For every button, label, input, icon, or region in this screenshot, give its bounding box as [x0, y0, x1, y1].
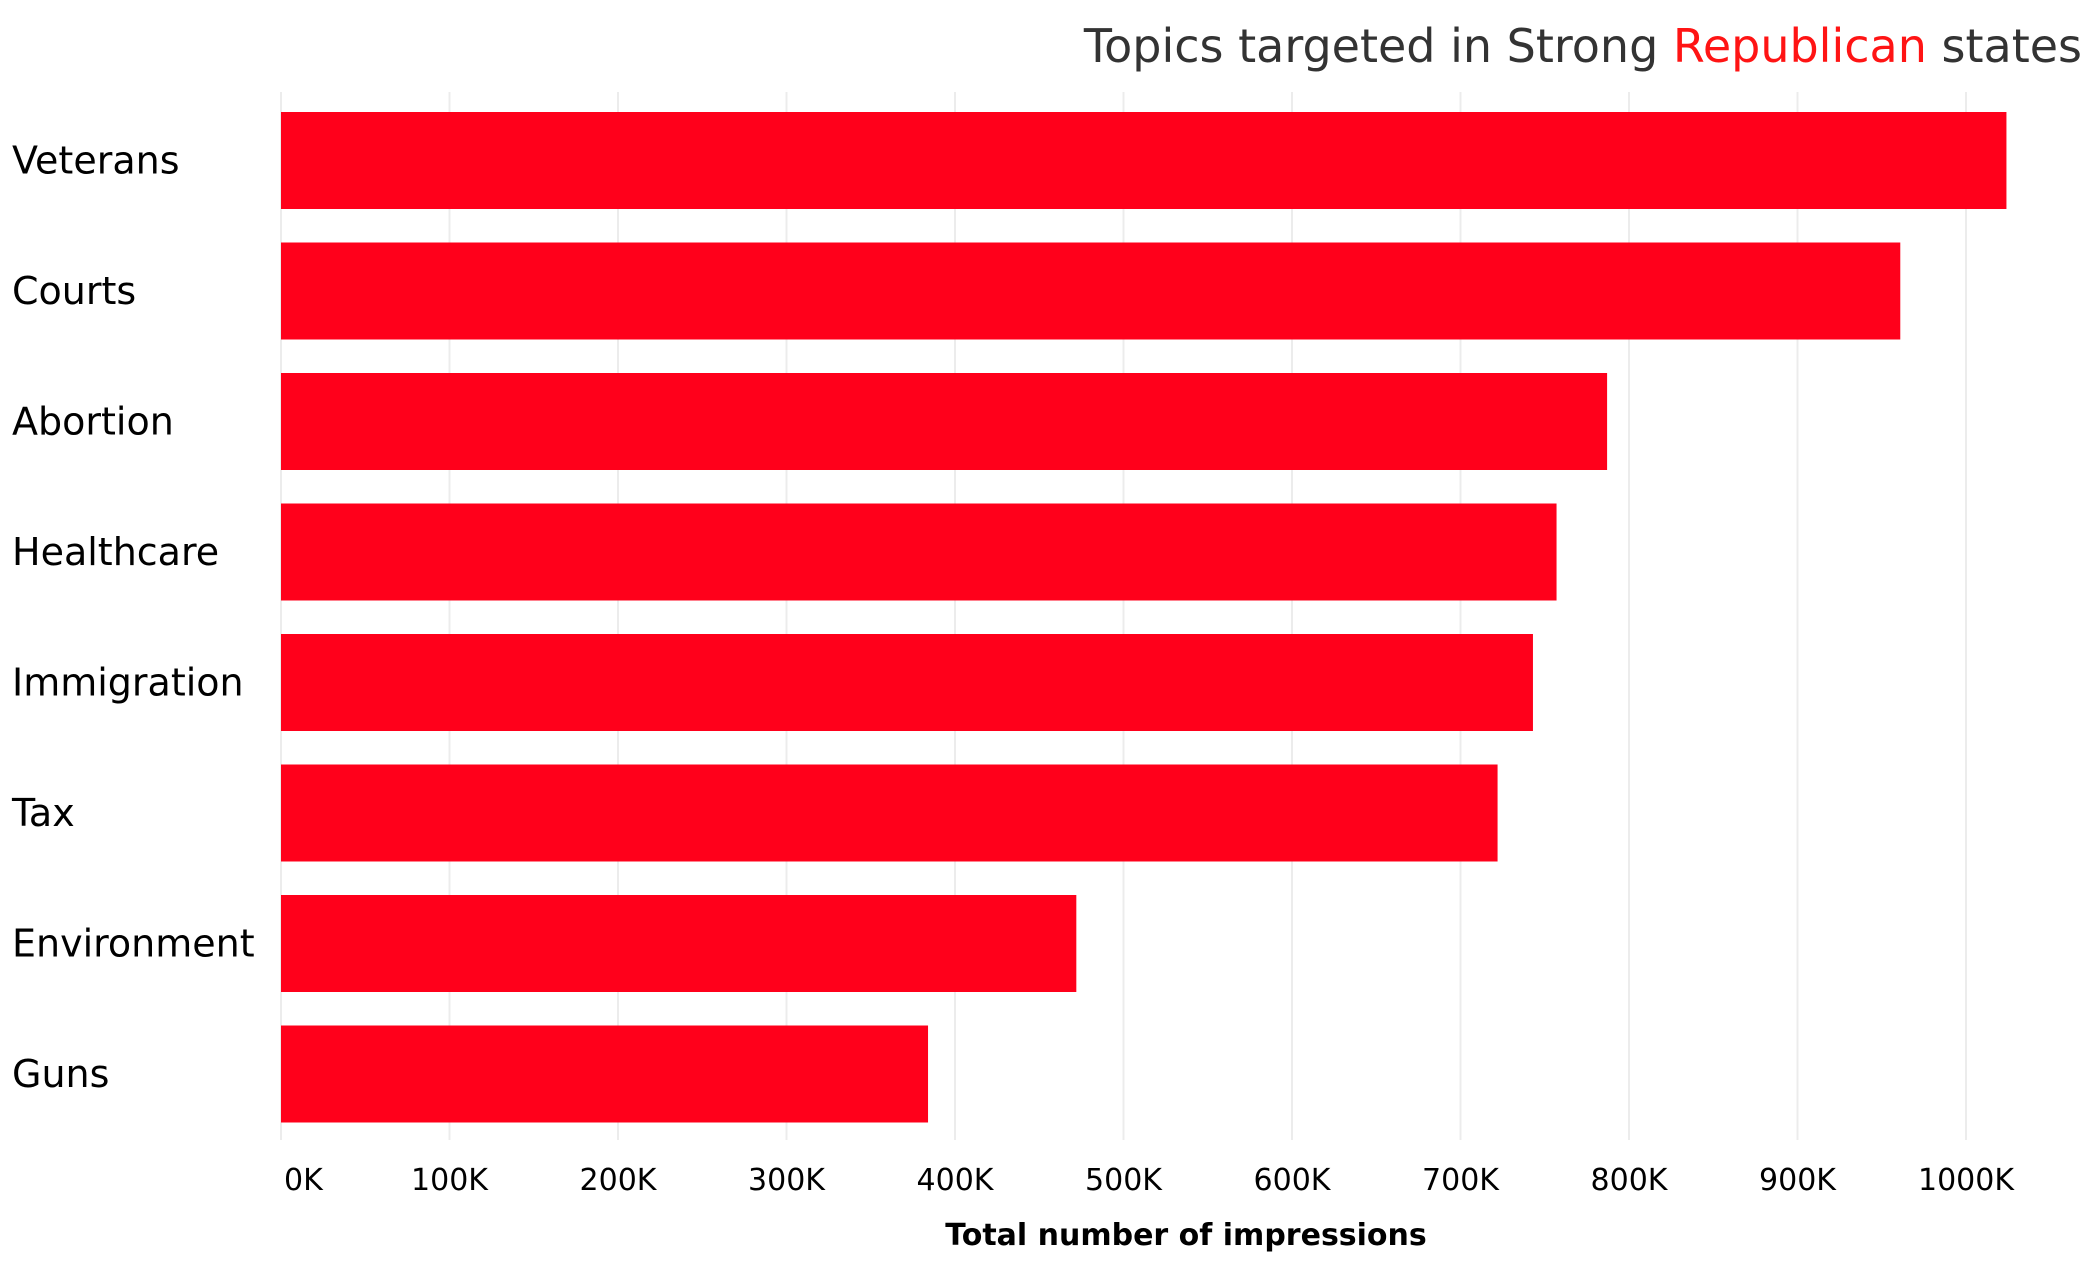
- x-tick-label: 600K: [1254, 1163, 1332, 1198]
- category-label-healthcare: Healthcare: [12, 530, 219, 574]
- category-label-immigration: Immigration: [12, 661, 244, 705]
- category-label-environment: Environment: [12, 922, 255, 966]
- category-label-abortion: Abortion: [12, 400, 174, 444]
- bar-tax: [281, 764, 1498, 862]
- bar-guns: [281, 1025, 929, 1123]
- x-tick-label: 100K: [411, 1163, 489, 1198]
- bar-veterans: [281, 112, 2007, 209]
- x-tick-label: 900K: [1759, 1163, 1837, 1198]
- x-tick-label: 400K: [917, 1163, 995, 1198]
- chart-title-part-3: states: [1927, 19, 2082, 73]
- chart-title: Topics targeted in Strong Republican sta…: [1083, 19, 2082, 73]
- bar-healthcare: [281, 503, 1557, 601]
- category-label-tax: Tax: [11, 791, 75, 835]
- x-axis-title: Total number of impressions: [945, 1218, 1427, 1253]
- x-tick-label: 800K: [1591, 1163, 1669, 1198]
- x-tick-label: 700K: [1422, 1163, 1500, 1198]
- chart-title-part-1: Topics targeted in Strong: [1083, 19, 1673, 73]
- category-label-guns: Guns: [12, 1052, 109, 1096]
- x-tick-label: 500K: [1085, 1163, 1163, 1198]
- x-axis-ticks: 0K 100K 200K 300K 400K 500K 600K 700K 800K 900K 10…: [284, 1163, 2015, 1198]
- chart-title-highlight: Republican: [1673, 19, 1927, 73]
- category-label-veterans: Veterans: [12, 139, 180, 183]
- x-tick-label: 0K: [284, 1163, 324, 1198]
- category-labels: Veterans Courts Abortion Healthcare Immigrat…: [11, 139, 255, 1097]
- bar-environment: [281, 895, 1077, 992]
- bars: [281, 112, 2007, 1123]
- bar-abortion: [281, 373, 1608, 470]
- x-tick-label: 300K: [748, 1163, 826, 1198]
- x-tick-label: 200K: [580, 1163, 658, 1198]
- category-label-courts: Courts: [12, 269, 136, 313]
- bar-courts: [281, 242, 1901, 340]
- bar-immigration: [281, 634, 1533, 731]
- x-tick-label: 1000K: [1918, 1163, 2015, 1198]
